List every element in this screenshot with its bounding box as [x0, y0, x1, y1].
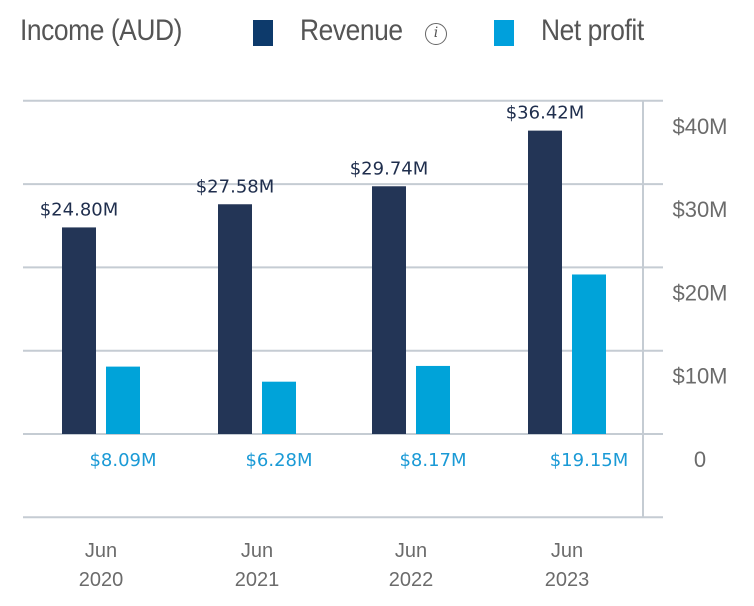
bar-net-profit: [262, 381, 296, 434]
data-label: $8.09M: [89, 450, 156, 471]
info-icon[interactable]: i: [425, 23, 447, 45]
legend-swatch-revenue: [253, 20, 273, 46]
legend-label-revenue: Revenue: [300, 14, 403, 47]
y-tick-label: $10M: [672, 364, 727, 389]
legend-swatch-net-profit: [494, 20, 514, 46]
x-tick-label: Jun: [551, 540, 583, 562]
data-label: $29.74M: [350, 158, 429, 179]
bar-revenue: [528, 130, 562, 434]
data-label: $24.80M: [40, 199, 119, 220]
chart-legend: Income (AUD) Revenue i Net profit: [0, 0, 754, 70]
data-label: $8.17M: [399, 450, 466, 471]
x-tick-label: 2022: [389, 569, 434, 591]
legend-label-net-profit: Net profit: [541, 14, 644, 47]
bar-revenue: [62, 227, 96, 434]
bar-net-profit: [572, 274, 606, 434]
x-tick-label: Jun: [85, 540, 117, 562]
x-tick-label: Jun: [241, 540, 273, 562]
x-tick-label: 2020: [79, 569, 124, 591]
data-label: $36.42M: [506, 103, 585, 124]
y-tick-label: 0: [694, 447, 706, 472]
data-label: $6.28M: [245, 450, 312, 471]
x-tick-label: Jun: [395, 540, 427, 562]
chart-title: Income (AUD): [20, 14, 182, 47]
data-label: $27.58M: [196, 176, 275, 197]
bar-revenue: [218, 204, 252, 434]
bar-net-profit: [416, 365, 450, 434]
data-label: $19.15M: [550, 450, 629, 471]
bar-net-profit: [106, 366, 140, 434]
y-tick-label: $30M: [672, 197, 727, 222]
x-tick-label: 2023: [545, 569, 590, 591]
y-tick-label: $20M: [672, 280, 727, 305]
y-tick-label: $40M: [672, 114, 727, 139]
x-tick-label: 2021: [235, 569, 280, 591]
bar-revenue: [372, 186, 406, 434]
